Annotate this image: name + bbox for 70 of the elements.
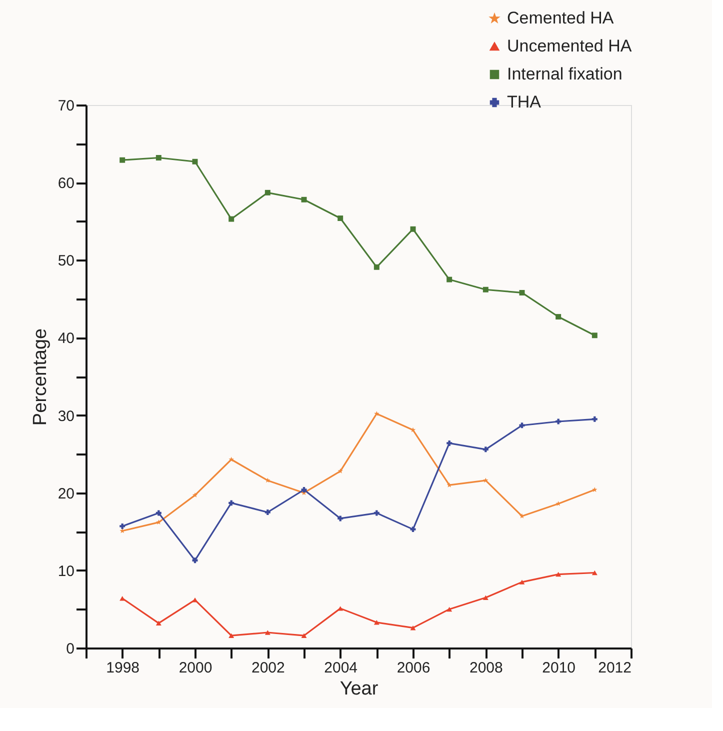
point	[519, 290, 525, 296]
point	[338, 216, 344, 221]
point	[264, 510, 270, 515]
point	[120, 596, 126, 601]
point	[156, 155, 162, 160]
point	[374, 410, 380, 416]
y-tick-label: 20	[58, 485, 74, 502]
y-tick-label: 40	[58, 330, 74, 348]
point	[192, 598, 198, 602]
point	[592, 487, 598, 492]
legend-label: Uncemented HA	[507, 36, 632, 56]
point	[156, 510, 162, 516]
y-tick-label: 30	[58, 408, 74, 425]
x-tick-label: 2004	[324, 660, 358, 676]
legend-label: THA	[507, 92, 542, 112]
point	[265, 478, 270, 483]
point	[120, 523, 126, 529]
point	[228, 633, 234, 638]
x-tick-label: 2010	[542, 660, 576, 676]
point	[446, 440, 452, 446]
point	[338, 468, 343, 474]
y-axis-title: Percentage	[30, 328, 51, 426]
x-tick-label: 2012	[598, 660, 632, 676]
point	[556, 572, 562, 577]
point	[228, 456, 234, 462]
y-tick-label: 0	[66, 640, 74, 658]
point	[592, 332, 598, 338]
point	[446, 276, 452, 282]
point	[592, 416, 598, 422]
y-tick-label: 60	[58, 175, 74, 192]
point	[410, 226, 416, 232]
point	[482, 446, 488, 452]
x-axis-title: Year	[340, 678, 379, 700]
y-tick-label: 50	[58, 252, 74, 270]
x-tick-label: 2008	[469, 660, 503, 676]
y-tick-label: 10	[58, 562, 74, 580]
point	[410, 526, 416, 532]
point	[264, 190, 270, 196]
point	[228, 216, 234, 222]
point	[374, 620, 380, 625]
point	[338, 606, 344, 611]
point	[120, 157, 126, 163]
point	[482, 286, 488, 292]
x-tick-label: 2006	[396, 660, 430, 676]
point	[374, 264, 380, 270]
y-tick-label: 70	[58, 98, 74, 114]
point	[192, 492, 198, 498]
legend-label: Cemented HA	[507, 8, 614, 28]
point	[301, 487, 307, 492]
point	[301, 196, 307, 202]
point	[556, 314, 562, 320]
point	[338, 516, 344, 522]
point	[374, 510, 380, 516]
x-tick-label: 1998	[106, 660, 140, 676]
point	[482, 595, 488, 600]
point	[192, 558, 198, 564]
point	[156, 620, 162, 626]
point	[483, 478, 488, 483]
point	[228, 500, 234, 506]
point	[264, 630, 270, 635]
x-tick-label: 2002	[251, 660, 285, 676]
legend-label: Internal fixation	[507, 64, 622, 84]
point	[556, 418, 562, 424]
point	[192, 158, 198, 164]
point	[156, 520, 162, 525]
point	[446, 606, 452, 612]
point	[592, 570, 598, 576]
x-tick-label: 2000	[178, 660, 212, 676]
point	[519, 580, 525, 584]
point	[301, 633, 307, 638]
